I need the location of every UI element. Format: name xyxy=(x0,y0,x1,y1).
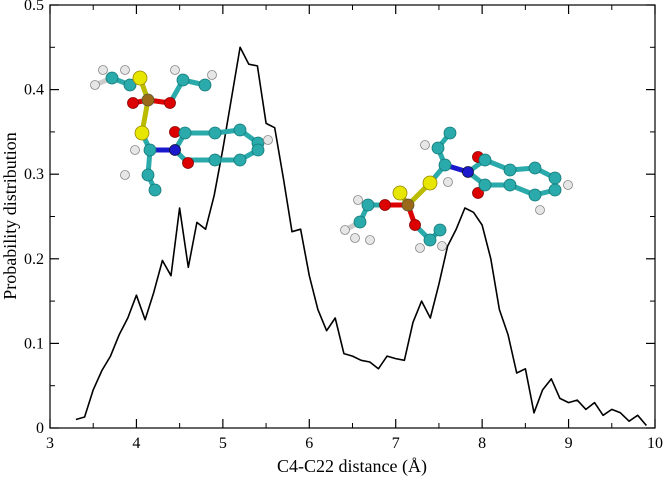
y-tick-label: 0.5 xyxy=(24,0,44,14)
y-tick-label: 0.3 xyxy=(24,166,44,183)
x-axis-label: C4-C22 distance (Å) xyxy=(277,456,427,477)
y-tick-label: 0.2 xyxy=(24,251,44,268)
y-tick-label: 0.1 xyxy=(24,335,44,352)
x-tick-label: 8 xyxy=(478,435,486,452)
x-tick-label: 5 xyxy=(219,435,227,452)
series-line xyxy=(75,46,648,427)
molecule-inset-1 xyxy=(90,65,273,197)
x-tick-label: 9 xyxy=(565,435,573,452)
y-tick-label: 0.4 xyxy=(24,82,44,99)
y-axis-label: Probability distribution xyxy=(0,132,20,300)
x-tick-label: 3 xyxy=(46,435,54,452)
tick-labels: 3 4 5 6 7 8 9 10 0 0.1 0.2 0.3 0.4 0.5 xyxy=(24,0,663,452)
molecule-inset-2 xyxy=(340,126,573,253)
x-tick-label: 6 xyxy=(305,435,313,452)
axis-ticks xyxy=(49,4,656,429)
y-tick-label: 0 xyxy=(36,420,44,437)
plot-frame xyxy=(49,4,656,429)
x-tick-label: 4 xyxy=(132,435,140,452)
x-tick-label: 7 xyxy=(392,435,400,452)
x-tick-label: 10 xyxy=(647,435,663,452)
